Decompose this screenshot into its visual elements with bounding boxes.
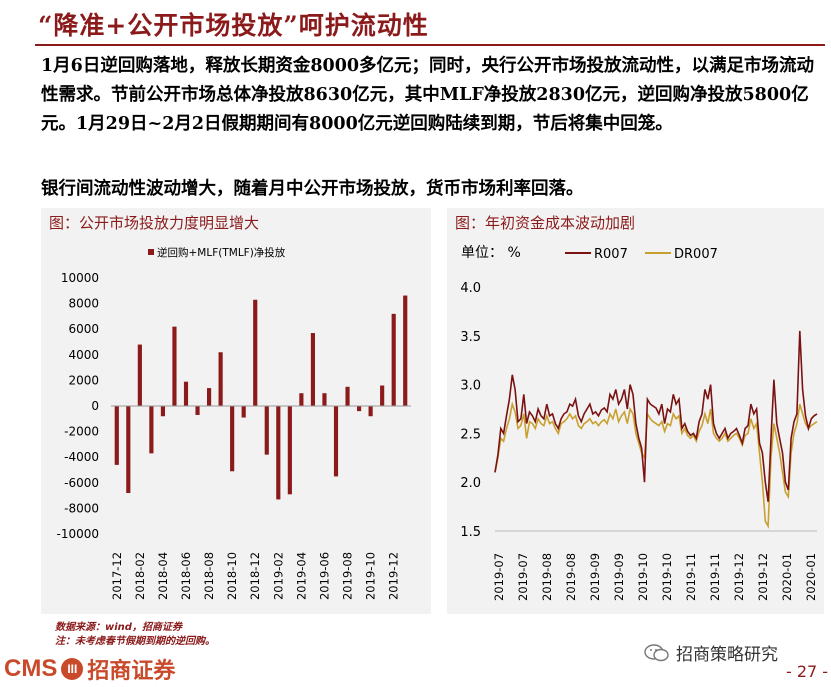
x-tick-label: 2018-06 (179, 552, 193, 600)
x-tick-label: 2019-08 (341, 552, 355, 600)
bar (333, 406, 339, 477)
bar (183, 381, 189, 406)
x-tick-label: 2019-10 (364, 552, 378, 600)
y-tick-label: 10000 (61, 271, 99, 285)
y-tick-label: 3.0 (460, 379, 481, 394)
legend-label-dr007: DR007 (674, 247, 718, 262)
right-chart-panel: 图：年初资金成本波动加剧 单位： % R007 DR007 4.0 3.5 3.0 2.5 2… (447, 208, 824, 614)
y-tick-label: 2.5 (460, 427, 481, 442)
x-tick-label: 2019-04 (294, 552, 308, 600)
bar (287, 406, 292, 495)
unit-label: 单位： % (461, 245, 521, 261)
x-tick-label: 2018-10 (225, 552, 239, 600)
bar (345, 386, 350, 406)
bar (264, 406, 269, 455)
bar (149, 406, 154, 454)
y-tick-label: 2000 (68, 373, 99, 387)
bar (218, 352, 223, 406)
footnote: 注：未考虑春节假期到期的逆回购。 (55, 636, 215, 647)
bar (207, 388, 212, 406)
x-tick-label: 2017-12 (110, 552, 124, 600)
bar (241, 406, 246, 418)
series-line-dr007 (494, 401, 818, 529)
bar (137, 344, 142, 406)
x-tick-label: 2019-11 (708, 553, 722, 601)
x-tick-label: 2020-01 (780, 553, 794, 601)
x-tick-label: 2018-12 (248, 552, 262, 600)
bar (299, 393, 304, 406)
bar (126, 406, 131, 494)
y-tick-label: 4000 (68, 348, 99, 362)
left-chart-panel: 图：公开市场投放力度明显增大 逆回购+MLF(TMLF)净投放 10000 8000… (41, 208, 431, 614)
x-tick-label: 2018-04 (156, 552, 170, 600)
bar (310, 333, 315, 406)
bar (253, 299, 258, 406)
body-paragraph-2: 银行间流动性波动增大，随着月中公开市场投放，货币市场利率回落。 (41, 179, 584, 199)
x-tick-label: 2018-08 (202, 552, 216, 600)
y-tick-label: -4000 (64, 450, 99, 464)
bar (391, 313, 396, 406)
legend-swatch (148, 249, 154, 255)
x-tick-label: 2019-09 (588, 553, 602, 601)
page-number: - 27 - (786, 662, 829, 681)
y-tick-label: -10000 (56, 527, 99, 541)
y-tick-label: 3.5 (460, 330, 481, 345)
page-title: “降准+公开市场投放”呵护流动性 (38, 11, 429, 40)
bar (276, 406, 281, 500)
body-paragraph-1: 1月6日逆回购落地，释放长期资金8000多亿元；同时，央行公开市场投放流动性，以… (41, 56, 815, 134)
logo-mark: III (61, 658, 84, 680)
x-tick-label: 2019-06 (317, 552, 331, 600)
title-divider (35, 44, 825, 46)
y-tick-label: 1.5 (460, 525, 481, 540)
bar-chart: 逆回购+MLF(TMLF)净投放 10000 8000 6000 4000 2000 0 -2… (56, 246, 411, 600)
y-tick-label: -6000 (64, 476, 99, 490)
bar (195, 406, 200, 415)
bar (160, 406, 165, 417)
source-note: 数据来源：wind，招商证券 (55, 622, 182, 633)
x-tick-label: 2019-07 (516, 553, 530, 601)
bar (380, 385, 385, 406)
y-tick-label: 8000 (68, 297, 99, 311)
y-tick-label: -2000 (64, 425, 99, 439)
series-line-r007 (494, 330, 818, 502)
bar (114, 406, 119, 465)
x-tick-label: 2019-08 (564, 553, 578, 601)
wechat-account: 招商策略研究 (644, 640, 778, 665)
bar (230, 406, 235, 472)
x-tick-label: 2019-12 (732, 553, 746, 601)
x-tick-label: 2018-02 (133, 552, 147, 600)
x-tick-label: 2019-07 (492, 553, 506, 601)
right-chart-title: 图：年初资金成本波动加剧 (455, 214, 636, 232)
bar (172, 326, 177, 406)
x-tick-label: 2019-12 (387, 552, 401, 600)
y-tick-label: 0 (91, 399, 99, 413)
x-tick-label: 2019-12 (756, 553, 770, 601)
logo-text-cn: 招商证券 (87, 658, 176, 684)
bar (357, 406, 362, 412)
x-tick-label: 2019-02 (271, 552, 285, 600)
logo-text-en: CMS (4, 655, 58, 682)
x-tick-label: 2019-11 (684, 553, 698, 601)
company-logo: CMS III 招商证券 (4, 653, 175, 685)
left-chart-title: 图：公开市场投放力度明显增大 (49, 214, 260, 232)
x-tick-label: 2020-01 (804, 553, 818, 601)
wechat-name: 招商策略研究 (676, 645, 778, 665)
y-tick-label: 4.0 (460, 281, 481, 296)
bar (368, 406, 373, 417)
legend-label: 逆回购+MLF(TMLF)净投放 (157, 246, 286, 259)
y-tick-label: 2.0 (460, 476, 481, 491)
y-tick-label: -8000 (64, 501, 99, 515)
bar (403, 295, 408, 406)
line-chart: 单位： % R007 DR007 4.0 3.5 3.0 2.5 2.0 1.5 2019-07 2… (460, 245, 818, 601)
x-tick-label: 2019-10 (636, 553, 650, 601)
bar (322, 393, 327, 406)
y-tick-label: 6000 (68, 322, 99, 336)
x-tick-label: 2019-09 (612, 553, 626, 601)
x-tick-label: 2019-10 (660, 553, 674, 601)
x-tick-label: 2019-08 (540, 553, 554, 601)
legend-label-r007: R007 (594, 247, 628, 262)
wechat-icon (644, 643, 669, 661)
